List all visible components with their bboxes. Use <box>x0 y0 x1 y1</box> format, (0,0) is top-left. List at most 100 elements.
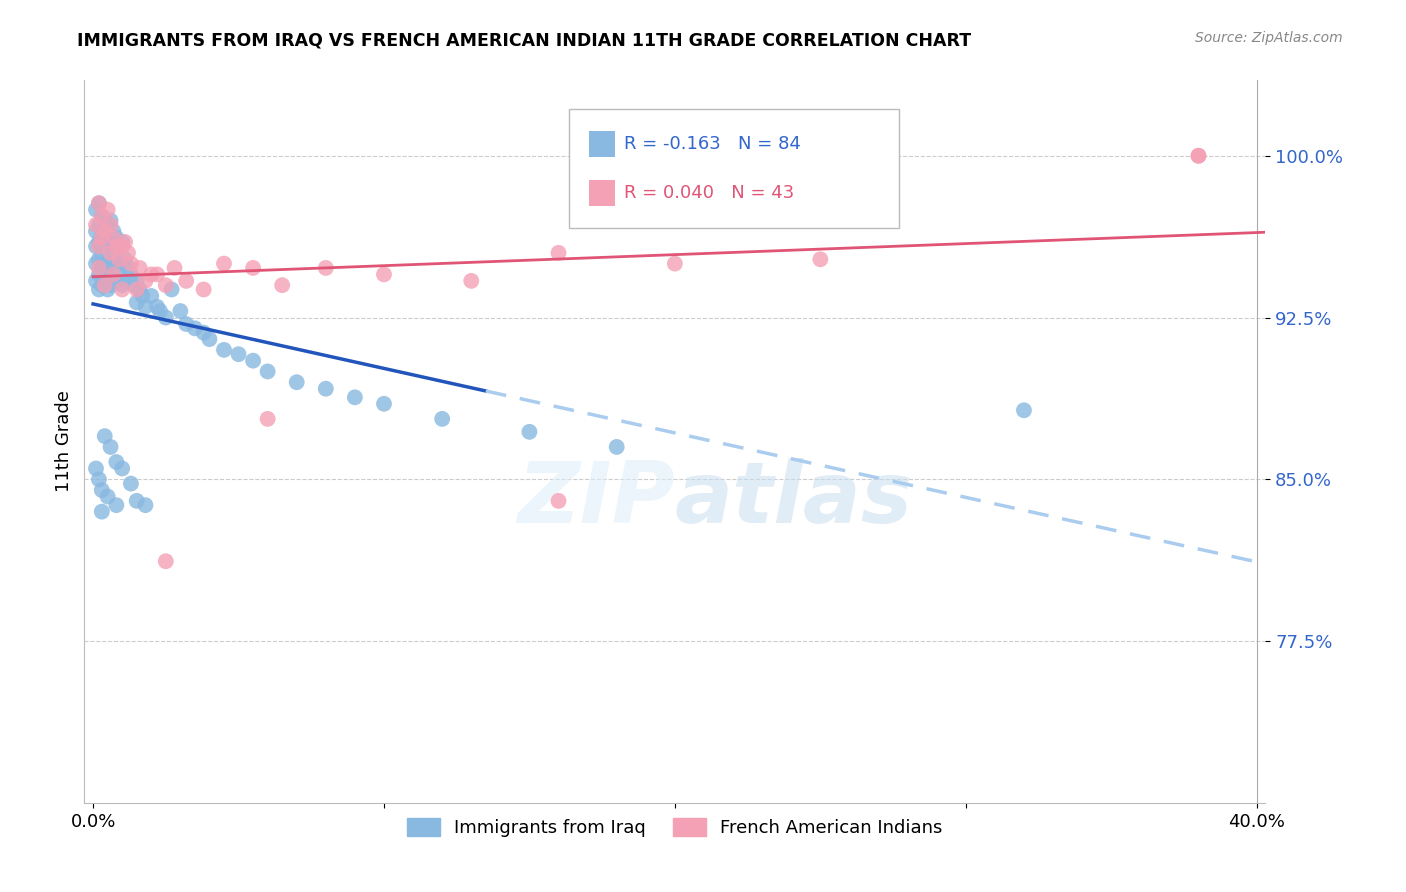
Point <box>100 257 122 271</box>
Point <box>155 278 177 293</box>
FancyBboxPatch shape <box>568 109 900 228</box>
Point <box>120 257 142 271</box>
Point <box>134 300 156 314</box>
Point <box>271 278 294 293</box>
Point <box>84 274 107 288</box>
Point <box>174 274 197 288</box>
Point <box>108 239 131 253</box>
Point <box>242 260 264 275</box>
Text: IMMIGRANTS FROM IRAQ VS FRENCH AMERICAN INDIAN 11TH GRADE CORRELATION CHART: IMMIGRANTS FROM IRAQ VS FRENCH AMERICAN … <box>77 31 972 49</box>
Text: R = -0.163   N = 84: R = -0.163 N = 84 <box>624 136 801 153</box>
Point <box>125 274 148 288</box>
Point <box>146 268 169 282</box>
Point <box>256 412 278 426</box>
Point <box>84 224 107 238</box>
Point <box>111 235 134 249</box>
Point <box>373 268 395 282</box>
Point <box>664 257 686 271</box>
Point <box>90 245 112 260</box>
Point <box>519 425 541 439</box>
Point <box>256 364 278 378</box>
Point <box>1187 149 1209 163</box>
Point <box>193 326 215 340</box>
Point <box>114 274 136 288</box>
Point <box>228 347 250 361</box>
Point <box>93 257 115 271</box>
Point <box>87 252 110 267</box>
Point <box>90 209 112 223</box>
Point <box>103 268 125 282</box>
Point <box>87 235 110 249</box>
Point <box>111 257 134 271</box>
Point <box>87 196 110 211</box>
Point <box>90 209 112 223</box>
Point <box>128 283 150 297</box>
Point <box>97 283 120 297</box>
Point <box>315 260 337 275</box>
Point <box>242 353 264 368</box>
Point <box>111 239 134 253</box>
Point <box>84 218 107 232</box>
Point <box>460 274 482 288</box>
Point <box>114 252 136 267</box>
Point <box>90 505 112 519</box>
Point <box>193 283 215 297</box>
Point <box>87 218 110 232</box>
Point <box>100 440 122 454</box>
Point <box>84 257 107 271</box>
Point <box>134 274 156 288</box>
Bar <box>589 131 614 157</box>
Point <box>87 260 110 275</box>
Point <box>114 235 136 249</box>
Point <box>547 245 569 260</box>
Point <box>155 310 177 325</box>
Point <box>105 239 128 253</box>
Point <box>87 239 110 253</box>
Point <box>100 213 122 227</box>
Text: atlas: atlas <box>675 458 912 541</box>
Point <box>606 440 628 454</box>
Text: Source: ZipAtlas.com: Source: ZipAtlas.com <box>1195 31 1343 45</box>
Point <box>90 483 112 497</box>
Point <box>430 412 453 426</box>
Point <box>141 289 163 303</box>
Point <box>155 554 177 568</box>
Point <box>111 278 134 293</box>
Point <box>111 283 134 297</box>
Point <box>212 343 235 357</box>
Point <box>174 317 197 331</box>
Point <box>87 283 110 297</box>
Point <box>93 213 115 227</box>
Point <box>141 268 163 282</box>
Point <box>108 252 131 267</box>
Point <box>111 461 134 475</box>
Point <box>131 289 153 303</box>
Point <box>134 498 156 512</box>
Text: ZIP: ZIP <box>517 458 675 541</box>
Point <box>90 278 112 293</box>
Point <box>343 390 366 404</box>
Point <box>100 245 122 260</box>
Point <box>120 268 142 282</box>
Point <box>87 196 110 211</box>
Point <box>212 257 235 271</box>
Point <box>125 283 148 297</box>
Point <box>97 239 120 253</box>
Point <box>90 228 112 243</box>
Point <box>122 278 145 293</box>
Point <box>198 332 221 346</box>
Point <box>105 252 128 267</box>
Point <box>128 260 150 275</box>
Point <box>149 304 172 318</box>
Point <box>184 321 207 335</box>
Point <box>103 268 125 282</box>
Text: R = 0.040   N = 43: R = 0.040 N = 43 <box>624 185 794 202</box>
Point <box>125 493 148 508</box>
Point <box>1012 403 1035 417</box>
Point <box>100 218 122 232</box>
Point <box>93 274 115 288</box>
Point <box>315 382 337 396</box>
Point <box>808 252 831 267</box>
Point <box>103 245 125 260</box>
Point <box>105 231 128 245</box>
